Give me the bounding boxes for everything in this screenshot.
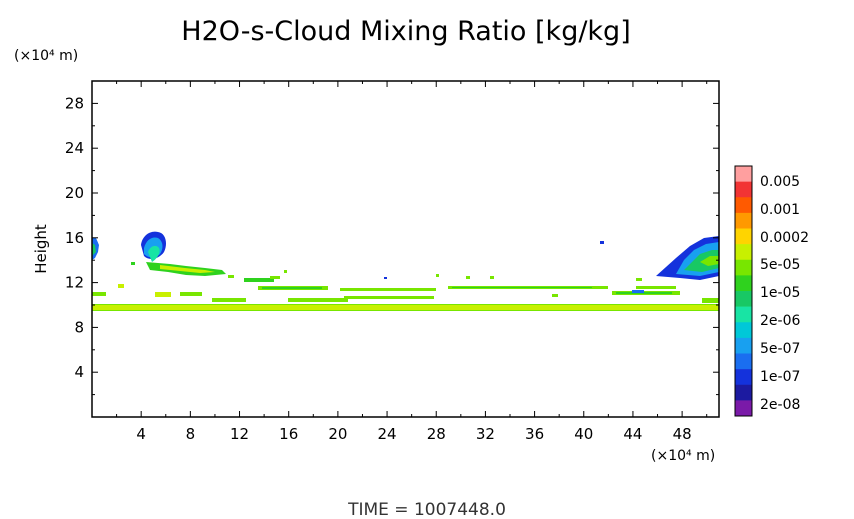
- colorbar-swatch: [735, 275, 752, 292]
- x-tick-label: 36: [525, 425, 544, 443]
- y-tick-label: 16: [65, 229, 84, 247]
- cloud-right-edge-core: [684, 250, 719, 272]
- colorbar-label: 0.0002: [760, 230, 809, 246]
- x-tick-label: 4: [136, 425, 146, 443]
- x-tick-label: 12: [230, 425, 249, 443]
- chart-title: H2O-s-Cloud Mixing Ratio [kg/kg]: [181, 16, 630, 47]
- cloud-sloped-band-core: [160, 265, 215, 273]
- colorbar-swatch: [735, 228, 752, 245]
- colorbar-swatch: [735, 259, 752, 276]
- cloud-blue-fleck: [600, 241, 604, 244]
- time-label: TIME = 1007448.0: [347, 500, 506, 519]
- x-tick-label: 32: [476, 425, 495, 443]
- colorbar-label: 0.001: [760, 202, 800, 218]
- colorbar-swatch: [735, 384, 752, 401]
- y-axis-label: Height: [32, 224, 50, 274]
- cloud-column-5-core: [148, 245, 160, 262]
- colorbar-swatch: [735, 212, 752, 229]
- cloud-blue-fleck: [632, 290, 644, 293]
- colorbar-swatch: [735, 244, 752, 261]
- cloud-blue-fleck: [384, 277, 387, 279]
- y-tick-label: 28: [65, 94, 84, 112]
- x-tick-label: 16: [279, 425, 298, 443]
- x-tick-label: 28: [427, 425, 446, 443]
- colorbar-swatch: [735, 337, 752, 354]
- colorbar-swatch: [735, 306, 752, 323]
- colorbar-label: 2e-08: [760, 397, 800, 413]
- colorbar-label: 1e-05: [760, 285, 800, 301]
- x-tick-label: 40: [574, 425, 593, 443]
- colorbar-swatch: [735, 353, 752, 370]
- y-tick-label: 12: [65, 274, 84, 292]
- y-tick-label: 8: [74, 318, 84, 336]
- colorbar-swatch: [735, 322, 752, 339]
- x-tick-label: 20: [328, 425, 347, 443]
- colorbar: 0.005 0.001 0.0002 5e-05 1e-05 2e-06 5e-07 1e-0…: [734, 165, 809, 417]
- colorbar-label: 1e-07: [760, 369, 800, 385]
- colorbar-swatch: [735, 369, 752, 386]
- colorbar-frame: [734, 165, 753, 417]
- x-ticks: 4 8 12 16 20 24 28 32 36 40 44 48: [116, 81, 708, 443]
- colorbar-label: 5e-07: [760, 341, 800, 357]
- colorbar-label: 2e-06: [760, 313, 800, 329]
- y-tick-label: 4: [74, 363, 84, 381]
- colorbar-label: 0.005: [760, 174, 800, 190]
- x-tick-label: 24: [378, 425, 397, 443]
- colorbar-swatch: [735, 181, 752, 198]
- x-tick-label: 48: [673, 425, 692, 443]
- plot-frame: [91, 80, 720, 418]
- cloud-field: [92, 231, 719, 311]
- colorbar-swatch: [735, 400, 752, 417]
- colorbar-swatch: [735, 197, 752, 214]
- colorbar-swatch: [735, 291, 752, 307]
- y-ticks: 4 8 12 16 20 24 28: [65, 94, 719, 396]
- cloud-scattered-patches: [228, 270, 642, 297]
- y-tick-label: 24: [65, 139, 84, 157]
- y-unit-label: (×10⁴ m): [14, 48, 78, 64]
- cloud-main-band: [92, 305, 719, 310]
- cloud-main-band-edge: [92, 304, 719, 305]
- x-tick-label: 44: [623, 425, 642, 443]
- plot-background: [92, 81, 719, 417]
- cloud-left-edge-core: [92, 243, 96, 256]
- x-unit-label: (×10⁴ m): [651, 448, 715, 464]
- cloud-small-patch: [131, 262, 135, 265]
- colorbar-swatch: [735, 166, 752, 182]
- y-tick-label: 20: [65, 184, 84, 202]
- cloud-main-band-edge: [92, 310, 719, 311]
- colorbar-label: 5e-05: [760, 257, 800, 273]
- cloud-patch: [155, 292, 171, 297]
- x-tick-label: 8: [186, 425, 196, 443]
- cloud-right-edge-center: [700, 256, 719, 266]
